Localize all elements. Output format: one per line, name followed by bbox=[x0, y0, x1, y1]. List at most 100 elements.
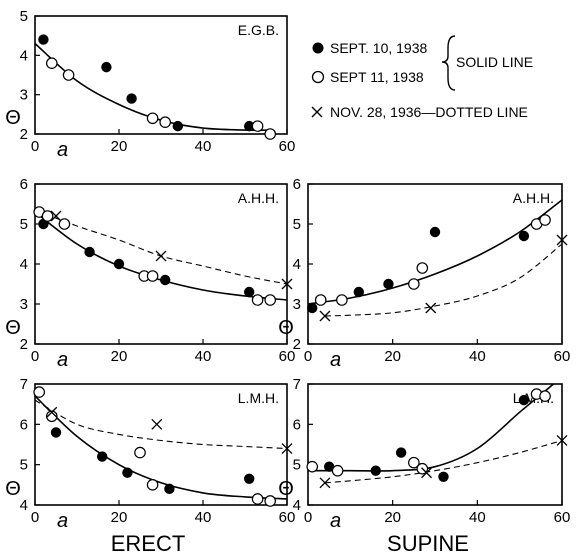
data-point-filled bbox=[429, 226, 441, 238]
data-point-open bbox=[45, 57, 58, 69]
data-point-cross bbox=[421, 467, 432, 479]
x-tick-label: 20 bbox=[111, 348, 128, 365]
y-tick-label: 6 bbox=[20, 176, 28, 193]
data-point-filled bbox=[438, 471, 449, 482]
data-point-filled bbox=[323, 461, 335, 472]
x-tick-label: 60 bbox=[554, 509, 571, 526]
column-label-erect: ERECT bbox=[111, 531, 186, 556]
data-point-open bbox=[45, 410, 58, 423]
x-tick-label: 0 bbox=[31, 509, 39, 526]
data-point-open bbox=[58, 218, 71, 230]
data-point-open bbox=[264, 294, 276, 306]
legend-label-sept-10: SEPT. 10, 1938 bbox=[330, 40, 428, 56]
data-point-filled bbox=[172, 120, 183, 132]
y-tick-label: 4 bbox=[20, 256, 28, 273]
data-point-open bbox=[264, 128, 276, 140]
data-point-filled bbox=[113, 258, 125, 270]
y-tick-label: 2 bbox=[20, 126, 28, 143]
x-tick-label: 40 bbox=[195, 138, 212, 155]
data-point-filled bbox=[307, 302, 318, 314]
plot-frame bbox=[307, 183, 563, 345]
data-point-cross bbox=[556, 435, 568, 446]
data-point-filled bbox=[395, 447, 407, 458]
y-tick-label: 2 bbox=[20, 336, 28, 353]
data-point-open bbox=[264, 495, 276, 507]
x-tick-label: 0 bbox=[31, 138, 39, 155]
y-tick-label: 6 bbox=[293, 416, 301, 433]
data-point-filled bbox=[370, 465, 381, 476]
panel-title: E.G.B. bbox=[238, 22, 279, 38]
data-point-filled bbox=[97, 451, 108, 462]
data-point-open bbox=[159, 116, 171, 128]
x-axis-label: a bbox=[57, 349, 68, 371]
y-tick-label: 5 bbox=[20, 8, 28, 25]
data-point-open bbox=[416, 262, 429, 274]
data-point-cross bbox=[151, 418, 163, 430]
y-tick-label: 6 bbox=[20, 416, 28, 433]
x-tick-label: 40 bbox=[469, 348, 486, 365]
data-point-filled bbox=[244, 286, 255, 298]
data-point-filled bbox=[518, 394, 530, 406]
data-point-filled bbox=[50, 427, 62, 438]
data-point-filled bbox=[122, 467, 133, 478]
data-point-open bbox=[408, 278, 420, 290]
data-point-open bbox=[539, 214, 551, 226]
dashed-fit-curve bbox=[324, 439, 563, 484]
data-point-open bbox=[146, 112, 159, 125]
x-tick-label: 0 bbox=[304, 348, 312, 365]
y-tick-label: 3 bbox=[20, 296, 28, 313]
x-tick-label: 20 bbox=[111, 509, 128, 526]
panel-title: L.M.H. bbox=[238, 390, 279, 406]
legend: SEPT. 10, 1938 SEPT 11, 1938 SOLID LINE … bbox=[311, 35, 533, 120]
y-tick-label: 6 bbox=[293, 176, 301, 193]
y-tick-label: 5 bbox=[20, 216, 28, 233]
data-point-open bbox=[408, 456, 420, 469]
x-axis-label: a bbox=[330, 510, 341, 532]
x-tick-label: 60 bbox=[279, 138, 296, 155]
panel-0: 0 20 40 60 2 3 4 5 a Θ E.G.B. bbox=[5, 8, 295, 161]
data-point-open bbox=[41, 210, 54, 222]
data-point-filled bbox=[518, 230, 530, 242]
data-point-open bbox=[331, 464, 344, 477]
data-point-cross bbox=[281, 443, 293, 454]
data-point-filled bbox=[244, 473, 255, 484]
solid-fit-curve bbox=[34, 395, 288, 500]
data-point-filled bbox=[353, 286, 364, 298]
x-tick-label: 20 bbox=[111, 138, 128, 155]
y-axis-label: Θ bbox=[278, 478, 294, 500]
data-point-open bbox=[62, 69, 75, 81]
data-point-cross bbox=[319, 477, 331, 489]
data-point-open bbox=[146, 479, 159, 491]
y-axis-label: Θ bbox=[278, 317, 294, 339]
x-tick-label: 40 bbox=[195, 509, 212, 526]
y-tick-label: 5 bbox=[293, 457, 301, 474]
x-tick-label: 0 bbox=[304, 509, 312, 526]
data-point-filled bbox=[101, 61, 112, 73]
legend-brace-label: SOLID LINE bbox=[456, 54, 533, 70]
x-tick-label: 40 bbox=[195, 348, 212, 365]
data-point-open bbox=[33, 386, 45, 398]
data-point-filled bbox=[164, 483, 175, 495]
data-point-open bbox=[336, 294, 348, 306]
data-point-open bbox=[314, 294, 327, 306]
data-point-open bbox=[539, 390, 551, 402]
data-point-open bbox=[251, 493, 264, 505]
y-tick-label: 4 bbox=[20, 47, 28, 64]
x-axis-label: a bbox=[57, 510, 68, 532]
y-axis-label: Θ bbox=[5, 478, 21, 500]
data-point-filled bbox=[160, 274, 171, 286]
legend-marker-cross bbox=[311, 106, 323, 118]
plot-frame bbox=[34, 183, 288, 345]
y-tick-label: 3 bbox=[20, 87, 28, 104]
y-tick-label: 4 bbox=[20, 497, 28, 514]
plot-frame bbox=[34, 383, 288, 506]
data-point-cross bbox=[319, 310, 331, 322]
data-point-cross bbox=[556, 234, 568, 246]
x-tick-label: 40 bbox=[469, 509, 486, 526]
panel-1: 0 20 40 60 2 3 4 5 6 a Θ A.H.H. bbox=[5, 176, 295, 371]
panel-title: A.H.H. bbox=[238, 190, 279, 206]
x-tick-label: 60 bbox=[279, 509, 296, 526]
